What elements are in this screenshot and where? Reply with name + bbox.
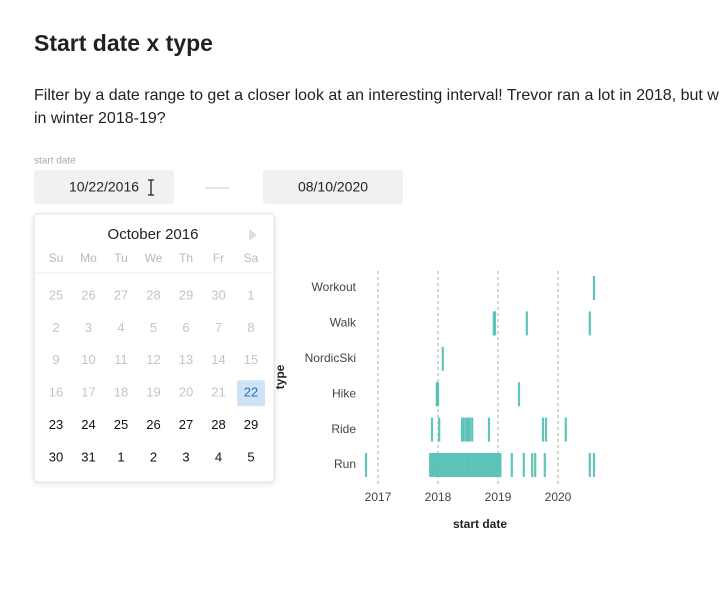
calendar-day[interactable]: 28 [211,417,225,432]
calendar-day[interactable]: 23 [49,417,63,432]
calendar-day[interactable]: 26 [146,417,160,432]
calendar-day: 26 [81,287,95,302]
calendar-day: 18 [114,385,128,400]
calendar-day[interactable]: 22 [244,385,258,400]
start-date-input[interactable] [34,170,174,204]
calendar-day: 28 [146,287,160,302]
calendar-day[interactable]: 31 [81,449,95,464]
calendar-month: October 2016 [108,226,199,243]
start-date-value: 10/22/2016 [69,179,139,195]
calendar-day: 8 [247,320,254,335]
y-tick-label: Walk [330,316,357,330]
calendar-day: 16 [49,385,63,400]
calendar-day: 25 [49,287,63,302]
calendar-day: 19 [146,385,160,400]
calendar-day: 29 [179,287,193,302]
text-cursor [148,179,154,196]
weekday-label: We [145,251,163,265]
calendar-day: 21 [211,385,225,400]
calendar-day[interactable]: 25 [114,417,128,432]
weekday-label: Mo [80,251,97,265]
calendar-day: 9 [52,352,59,367]
calendar-day: 13 [179,352,193,367]
calendar-day: 4 [117,320,124,335]
weekday-label: Th [179,251,193,265]
end-date-value: 08/10/2020 [298,179,368,195]
calendar-day: 12 [146,352,160,367]
weekday-label: Fr [213,251,224,265]
intro-line: in winter 2018-19? [34,110,166,127]
calendar-day: 5 [150,320,157,335]
calendar-day: 3 [85,320,92,335]
calendar-day: 11 [114,352,128,367]
calendar-day: 20 [179,385,193,400]
calendar-day: 10 [81,352,95,367]
end-date-input[interactable] [263,170,403,204]
calendar-day: 17 [81,385,95,400]
y-tick-label: NordicSki [305,351,356,365]
calendar-day: 7 [215,320,222,335]
selected-day [237,380,265,407]
calendar-day[interactable]: 1 [117,449,124,464]
page-title: Start date x type [34,30,213,56]
x-tick-label: 2019 [485,490,512,504]
x-tick-label: 2018 [425,490,452,504]
next-month-button[interactable] [249,229,257,241]
x-tick-label: 2020 [545,490,572,504]
calendar-day: 2 [52,320,59,335]
calendar-day[interactable]: 2 [150,449,157,464]
calendar-day[interactable]: 29 [244,417,258,432]
y-tick-label: Hike [332,386,356,400]
calendar-day[interactable]: 5 [247,449,254,464]
calendar-popup [33,213,275,483]
x-tick-label: 2017 [365,490,392,504]
y-tick-label: Ride [331,422,356,436]
calendar-day[interactable]: 24 [81,417,95,432]
y-tick-label: Run [334,457,356,471]
weekday-label: Su [49,251,64,265]
weekday-label: Tu [114,251,128,265]
calendar-day[interactable]: 27 [179,417,193,432]
calendar-day[interactable]: 4 [215,449,222,464]
weekday-label: Sa [244,251,259,265]
intro-line: Filter by a date range to get a closer l… [34,87,719,104]
calendar-day: 30 [211,287,225,302]
calendar-day: 27 [114,287,128,302]
calendar-day[interactable]: 30 [49,449,63,464]
y-tick-label: Workout [312,280,357,294]
y-axis-label: type [273,364,287,389]
x-axis-label: start date [453,517,507,531]
filter-label: start date [34,156,76,167]
calendar-day: 6 [182,320,189,335]
calendar-day[interactable]: 3 [182,449,189,464]
calendar-day: 14 [211,352,225,367]
calendar-day: 1 [247,287,254,302]
calendar-day: 15 [244,352,258,367]
